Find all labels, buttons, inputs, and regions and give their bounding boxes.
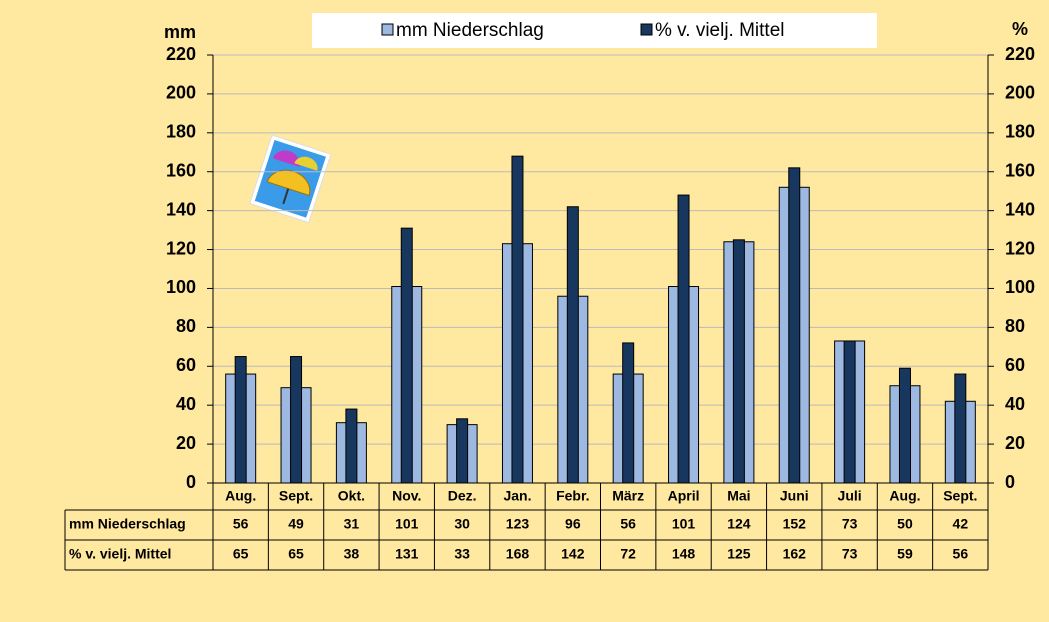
table-value: 30 <box>454 516 470 532</box>
x-tick-label: Okt. <box>338 488 365 504</box>
legend-label: % v. vielj. Mittel <box>655 20 785 41</box>
x-tick-label: Nov. <box>392 488 421 504</box>
table-value: 96 <box>565 516 581 532</box>
bar <box>732 239 745 484</box>
y-tick-label: 40 <box>176 394 196 414</box>
legend-label: mm Niederschlag <box>396 20 544 41</box>
y2-tick-label: 160 <box>1005 160 1035 180</box>
y-tick-label: 160 <box>166 160 196 180</box>
y-axis-label: mm <box>164 22 196 42</box>
x-tick-label: März <box>612 488 644 504</box>
bar <box>788 167 801 484</box>
table-value: 162 <box>783 546 807 562</box>
table-value: 142 <box>561 546 585 562</box>
x-tick-label: Juli <box>838 488 862 504</box>
y-tick-label: 20 <box>176 433 196 453</box>
table-value: 65 <box>233 546 249 562</box>
legend-swatch <box>640 23 653 36</box>
table-value: 50 <box>897 516 913 532</box>
table-value: 59 <box>897 546 913 562</box>
y-tick-label: 180 <box>166 122 196 142</box>
legend-swatch <box>381 23 394 36</box>
y-tick-label: 60 <box>176 355 196 375</box>
y-tick-label: 80 <box>176 316 196 336</box>
table-value: 73 <box>842 516 858 532</box>
legend-box <box>312 13 877 48</box>
y-tick-label: 100 <box>166 277 196 297</box>
bar <box>290 356 303 484</box>
y2-tick-label: 120 <box>1005 238 1035 258</box>
x-tick-label: Aug. <box>225 488 256 504</box>
table-value: 31 <box>344 516 360 532</box>
table-value: 131 <box>395 546 419 562</box>
x-tick-label: Dez. <box>448 488 477 504</box>
bar <box>511 155 524 484</box>
table-value: 38 <box>344 546 360 562</box>
x-tick-label: Jan. <box>503 488 531 504</box>
y-tick-label: 140 <box>166 199 196 219</box>
y-tick-label: 0 <box>186 472 196 492</box>
y2-tick-label: 140 <box>1005 199 1035 219</box>
bar <box>234 356 247 484</box>
y2-tick-label: 200 <box>1005 83 1035 103</box>
y2-tick-label: 60 <box>1005 355 1025 375</box>
table-value: 65 <box>288 546 304 562</box>
x-tick-label: Sept. <box>279 488 313 504</box>
bar <box>677 194 690 484</box>
table-value: 101 <box>672 516 696 532</box>
table-value: 56 <box>953 546 969 562</box>
y2-tick-label: 20 <box>1005 433 1025 453</box>
x-tick-label: Febr. <box>556 488 589 504</box>
table-value: 152 <box>783 516 807 532</box>
table-value: 124 <box>727 516 751 532</box>
y2-tick-label: 180 <box>1005 122 1035 142</box>
y-tick-label: 120 <box>166 238 196 258</box>
y2-axis-label: % <box>1012 19 1028 39</box>
table-value: 33 <box>454 546 470 562</box>
y-tick-label: 200 <box>166 83 196 103</box>
bar <box>843 340 856 484</box>
bar <box>954 373 967 484</box>
bar <box>400 227 413 484</box>
table-value: 42 <box>953 516 969 532</box>
y2-tick-label: 40 <box>1005 394 1025 414</box>
x-tick-label: Aug. <box>889 488 920 504</box>
table-value: 73 <box>842 546 858 562</box>
table-value: 56 <box>620 516 636 532</box>
x-tick-label: Mai <box>727 488 750 504</box>
x-tick-label: Sept. <box>943 488 977 504</box>
table-row-label: % v. vielj. Mittel <box>69 546 171 562</box>
y-tick-label: 220 <box>166 44 196 64</box>
y2-tick-label: 220 <box>1005 44 1035 64</box>
y2-tick-label: 0 <box>1005 472 1015 492</box>
bar <box>456 418 469 484</box>
bar <box>345 408 358 484</box>
table-value: 123 <box>506 516 530 532</box>
bar <box>566 206 579 484</box>
x-tick-label: April <box>668 488 700 504</box>
table-value: 49 <box>288 516 304 532</box>
table-row-label: mm Niederschlag <box>69 516 186 532</box>
table-value: 72 <box>620 546 636 562</box>
table-value: 148 <box>672 546 696 562</box>
bar <box>622 342 635 484</box>
table-value: 168 <box>506 546 530 562</box>
umbrella-icon <box>249 134 332 224</box>
y2-tick-label: 80 <box>1005 316 1025 336</box>
table-value: 56 <box>233 516 249 532</box>
table-value: 125 <box>727 546 751 562</box>
bar <box>898 367 911 484</box>
y2-tick-label: 100 <box>1005 277 1035 297</box>
table-value: 101 <box>395 516 419 532</box>
x-tick-label: Juni <box>780 488 809 504</box>
